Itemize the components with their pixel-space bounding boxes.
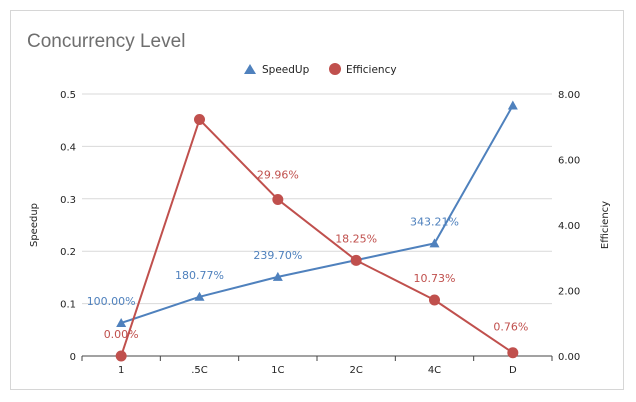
x-tick-label: 1C (271, 365, 284, 376)
y-tick-label-left: 0 (70, 352, 76, 363)
data-point-efficiency (115, 350, 127, 362)
y-tick-label-left: 0.4 (60, 142, 76, 153)
x-tick-label: D (509, 365, 517, 376)
data-label-efficiency: 0.76% (493, 321, 528, 334)
axes: 0 0.1 0.2 0.3 0.4 0.5 0.00 2.00 4.00 6.00 8.00 1 .5C… (60, 90, 580, 376)
data-point-efficiency (507, 347, 519, 359)
data-point-efficiency (272, 193, 284, 205)
y-tick-label-right: 2.00 (558, 287, 580, 298)
data-label-speedup: 100.00% (87, 295, 136, 308)
y-axis-left-title: Speedup (29, 203, 40, 247)
data-point-efficiency (429, 294, 440, 306)
data-point-speedup (116, 317, 127, 327)
data-point-speedup (507, 100, 518, 110)
data-label-speedup: 180.77% (175, 269, 224, 282)
y-tick-label-right: 4.00 (558, 221, 580, 232)
y-tick-label-left: 0.3 (60, 195, 76, 206)
data-point-efficiency (194, 114, 205, 126)
data-label-efficiency: 10.73% (414, 272, 456, 285)
y-tick-label-right: 0.00 (558, 352, 580, 363)
x-tick-label: 1 (118, 365, 124, 376)
x-tick-label: 2C (349, 365, 362, 376)
x-tick-label: .5C (191, 365, 208, 376)
series-line-efficiency (120, 118, 514, 357)
data-point-speedup (272, 271, 283, 281)
y-tick-label-left: 0.2 (60, 247, 76, 258)
data-label-efficiency: 18.25% (335, 232, 377, 245)
data-label-efficiency: 0.00% (104, 328, 139, 341)
y-tick-label-left: 0.1 (60, 300, 76, 311)
x-tick-label: 4C (428, 365, 441, 376)
chart-title: Concurrency Level (27, 31, 185, 52)
legend-marker-efficiency (329, 63, 341, 75)
y-axis-right-title: Efficiency (600, 201, 611, 249)
legend: SpeedUp Efficiency (244, 63, 397, 76)
data-point-efficiency (350, 254, 362, 266)
data-label-speedup: 239.70% (253, 249, 302, 262)
data-point-speedup (429, 238, 440, 248)
legend-label-speedup: SpeedUp (262, 64, 310, 76)
y-tick-label-left: 0.5 (60, 90, 76, 101)
y-tick-label-right: 8.00 (558, 90, 580, 101)
series-line-speedup (120, 105, 514, 324)
data-label-speedup: 343.21% (410, 215, 459, 228)
data-label-efficiency: 29.96% (257, 168, 299, 181)
legend-marker-speedup (244, 64, 256, 74)
data-point-speedup (194, 291, 205, 301)
gridlines (82, 93, 552, 305)
plot-area: 100.00% 180.77% 239.70% 343.21% 0.00% 29.96% 1… (87, 100, 528, 362)
legend-label-efficiency: Efficiency (346, 64, 397, 76)
chart-frame (10, 10, 624, 390)
y-tick-label-right: 6.00 (558, 156, 580, 167)
